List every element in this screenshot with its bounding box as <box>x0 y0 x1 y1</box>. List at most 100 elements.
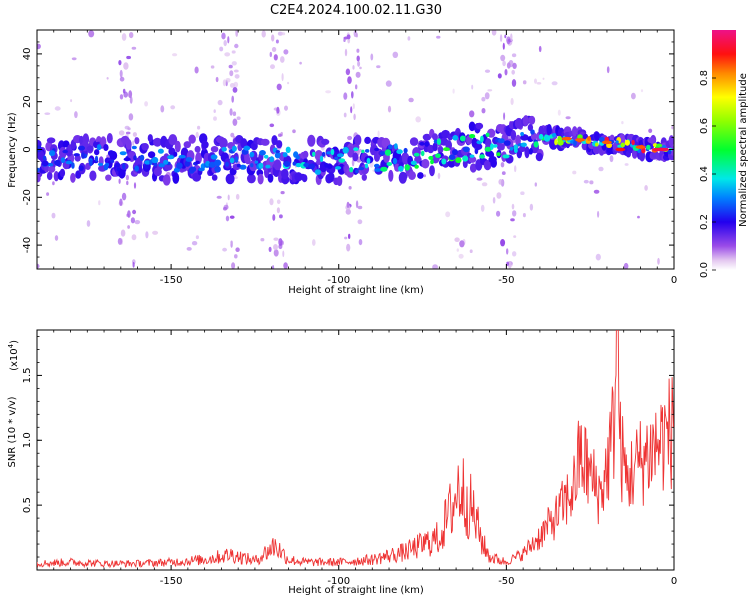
heatmap-cell <box>314 169 321 175</box>
heatmap-cell <box>173 151 178 157</box>
heatmap-x-axis-label: Height of straight line (km) <box>288 285 424 296</box>
heatmap-speckle <box>459 240 465 248</box>
heatmap-speckle <box>609 155 614 163</box>
heatmap-cell <box>342 147 349 154</box>
heatmap-speckle <box>123 62 129 70</box>
x-tick-label: -50 <box>498 275 514 286</box>
heatmap-cell <box>366 157 371 164</box>
heatmap-cell <box>430 159 434 165</box>
heatmap-cell <box>403 147 408 154</box>
heatmap-cell <box>163 159 169 165</box>
heatmap-speckle <box>126 180 129 186</box>
heatmap-cell <box>189 166 197 172</box>
heatmap-cell <box>275 150 280 154</box>
heatmap-speckle <box>456 248 459 252</box>
heatmap-cell <box>183 141 191 149</box>
heatmap-cell <box>110 159 115 163</box>
heatmap-cell <box>188 134 196 144</box>
heatmap-cell <box>221 146 227 152</box>
heatmap-speckle <box>232 111 237 116</box>
heatmap-cell <box>490 143 494 150</box>
heatmap-cell <box>437 145 444 154</box>
heatmap-speckle <box>235 30 239 37</box>
heatmap-cell <box>572 126 578 137</box>
heatmap-speckle <box>224 52 231 57</box>
heatmap-speckle <box>229 108 233 116</box>
heatmap-speckle <box>283 262 288 269</box>
heatmap-speckle <box>283 49 289 55</box>
heatmap-speckle <box>359 66 362 70</box>
heatmap-cell <box>615 140 619 144</box>
heatmap-cell <box>388 144 393 150</box>
heatmap-speckle <box>376 65 381 69</box>
figure-title: C2E4.2024.100.02.11.G30 <box>270 3 442 18</box>
heatmap-cell <box>336 153 344 158</box>
colorbar-label: Normalized spectral amplitude <box>738 73 749 227</box>
heatmap-cell <box>174 140 181 153</box>
heatmap-speckle <box>152 230 159 235</box>
heatmap-speckle <box>606 66 610 74</box>
heatmap-cell <box>388 169 394 182</box>
heatmap-speckle <box>160 105 165 113</box>
heatmap-cell <box>452 149 458 156</box>
heatmap-speckle <box>522 80 527 85</box>
heatmap-cell <box>447 159 456 168</box>
heatmap-cell <box>185 157 193 162</box>
heatmap-speckle <box>538 45 542 53</box>
heatmap-cell <box>475 122 484 130</box>
heatmap-speckle <box>219 46 224 52</box>
heatmap-cell <box>492 144 498 148</box>
heatmap-cell <box>483 160 492 171</box>
heatmap-cell <box>249 151 255 158</box>
heatmap-speckle <box>70 99 73 103</box>
heatmap-cell <box>302 150 309 159</box>
heatmap-speckle <box>480 204 485 212</box>
heatmap-speckle <box>127 225 130 229</box>
heatmap-cell <box>210 154 218 160</box>
heatmap-speckle <box>195 235 199 240</box>
heatmap-cell <box>624 139 630 146</box>
heatmap-speckle <box>350 106 353 114</box>
heatmap-cell <box>131 145 137 150</box>
colorbar-tick-label: 0.4 <box>699 166 710 182</box>
heatmap-cell <box>214 166 221 173</box>
heatmap-speckle <box>131 234 137 241</box>
heatmap-panel: -150 -100 -50 0 40 20 0 -20 -40 Height of strai… <box>7 29 677 296</box>
heatmap-speckle <box>282 250 285 258</box>
heatmap-speckle <box>499 34 503 42</box>
heatmap-cell <box>326 151 332 155</box>
heatmap-speckle <box>520 191 525 195</box>
heatmap-cell <box>520 142 527 147</box>
heatmap-speckle <box>551 81 558 86</box>
heatmap-cell <box>53 171 59 182</box>
heatmap-cell <box>422 133 432 141</box>
heatmap-speckle <box>44 112 51 115</box>
heatmap-cell <box>316 159 322 166</box>
heatmap-speckle <box>355 71 361 78</box>
heatmap-speckle <box>46 192 50 196</box>
heatmap-speckle <box>231 50 236 54</box>
heatmap-speckle <box>132 261 135 268</box>
heatmap-speckle <box>122 88 126 94</box>
heatmap-speckle <box>348 233 351 239</box>
heatmap-speckle <box>132 140 135 146</box>
heatmap-cell <box>554 138 558 146</box>
y-tick-label: 20 <box>22 95 33 108</box>
heatmap-speckle <box>210 65 215 69</box>
heatmap-cell <box>435 153 441 158</box>
heatmap-cell <box>153 137 162 147</box>
heatmap-cell <box>379 151 386 156</box>
heatmap-cell <box>413 152 420 157</box>
heatmap-speckle <box>513 235 517 238</box>
heatmap-cell <box>646 144 651 150</box>
heatmap-speckle <box>504 69 508 76</box>
heatmap-speckle <box>127 127 131 131</box>
heatmap-cell <box>195 160 200 165</box>
heatmap-cell <box>528 148 534 155</box>
heatmap-cell <box>667 149 672 155</box>
heatmap-cell <box>374 168 382 172</box>
colorbar-tick-label: 0.6 <box>699 118 710 134</box>
x-tick-label: -100 <box>327 576 350 587</box>
heatmap-cell <box>485 150 494 157</box>
heatmap-speckle <box>345 68 351 76</box>
